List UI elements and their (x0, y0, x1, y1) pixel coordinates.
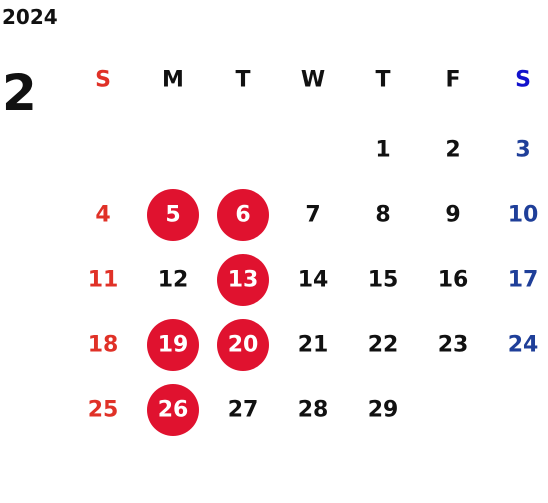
day-number: 27 (228, 398, 259, 423)
day-number: 5 (165, 203, 180, 228)
day-number: 9 (445, 203, 460, 228)
highlight-circle (217, 319, 269, 371)
day-number: 26 (158, 398, 189, 423)
highlight-circle (147, 384, 199, 436)
day-number: 11 (88, 268, 119, 293)
highlight-circle (217, 189, 269, 241)
day-number: 24 (508, 333, 539, 358)
day-number: 23 (438, 333, 469, 358)
day-number: 15 (368, 268, 399, 293)
day-number: 13 (228, 268, 259, 293)
weekday-label: S (95, 68, 111, 93)
day-number: 28 (298, 398, 329, 423)
day-number: 22 (368, 333, 399, 358)
day-number: 17 (508, 268, 539, 293)
day-number: 1 (375, 138, 390, 163)
day-number: 12 (158, 268, 189, 293)
day-number: 29 (368, 398, 399, 423)
day-number: 6 (235, 203, 250, 228)
day-number: 14 (298, 268, 329, 293)
highlight-circle (147, 319, 199, 371)
day-number: 3 (515, 138, 530, 163)
month: 2 (2, 64, 37, 122)
weekday-label: T (375, 68, 390, 93)
day-number: 10 (508, 203, 539, 228)
day-number: 20 (228, 333, 259, 358)
day-number: 19 (158, 333, 189, 358)
weekday-label: M (162, 68, 184, 93)
day-number: 21 (298, 333, 329, 358)
highlight-circle (217, 254, 269, 306)
day-number: 16 (438, 268, 469, 293)
day-number: 8 (375, 203, 390, 228)
day-number: 2 (445, 138, 460, 163)
day-number: 18 (88, 333, 119, 358)
year: 2024 (2, 5, 58, 29)
weekday-label: T (235, 68, 250, 93)
day-number: 4 (95, 203, 110, 228)
weekday-label: F (445, 68, 460, 93)
weekday-label: S (515, 68, 531, 93)
day-number: 7 (305, 203, 320, 228)
day-number: 25 (88, 398, 119, 423)
highlight-circle (147, 189, 199, 241)
weekday-label: W (301, 68, 325, 93)
